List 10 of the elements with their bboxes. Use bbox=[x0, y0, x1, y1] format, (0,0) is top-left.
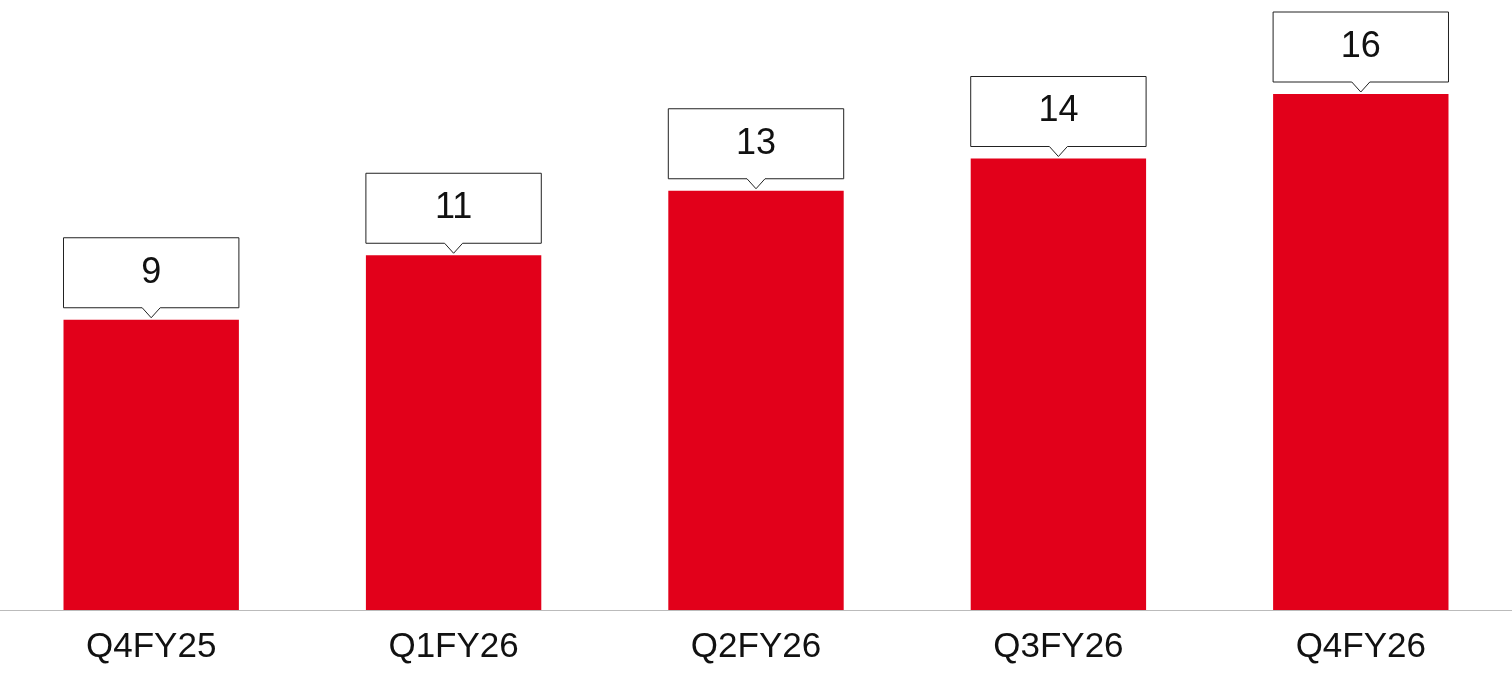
data-label: 11 bbox=[434, 185, 473, 227]
data-label: 16 bbox=[1340, 23, 1381, 65]
x-tick-label: Q4FY26 bbox=[1295, 624, 1426, 664]
x-tick-label: Q2FY26 bbox=[690, 624, 822, 664]
data-label: 13 bbox=[735, 120, 777, 162]
x-tick-label: Q3FY26 bbox=[993, 624, 1124, 664]
x-tick-label: Q1FY26 bbox=[388, 624, 519, 664]
x-tick-label: Q4FY25 bbox=[86, 624, 217, 664]
data-label: 14 bbox=[1038, 88, 1079, 130]
data-label: 9 bbox=[141, 249, 162, 291]
